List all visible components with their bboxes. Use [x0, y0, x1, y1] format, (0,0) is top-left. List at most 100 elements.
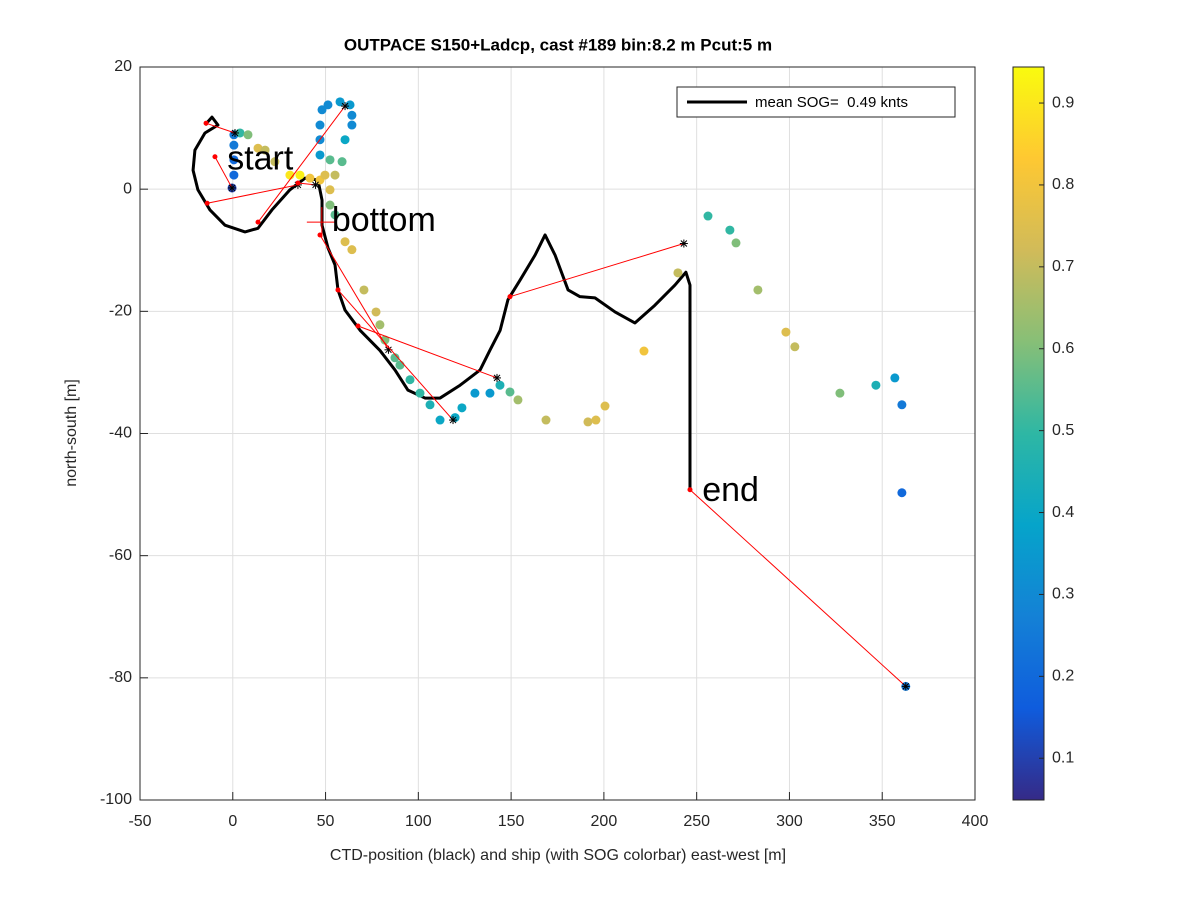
y-axis-label: north-south [m] [63, 379, 80, 487]
x-tick-label: 250 [683, 813, 710, 830]
ship-point [347, 110, 357, 120]
plot-frame [139, 66, 976, 801]
ctd-point [507, 294, 513, 300]
ship-point [673, 268, 683, 278]
y-tick-label: -80 [109, 669, 132, 686]
annotation: bottom [332, 201, 436, 239]
colorbar-tick-label: 0.6 [1052, 340, 1074, 357]
ctd-point [212, 154, 218, 160]
ship-point [330, 210, 340, 220]
y-tick-label: -100 [100, 791, 132, 808]
y-tick-label: -60 [109, 547, 132, 564]
ship-point [591, 415, 601, 425]
ship-point [435, 415, 445, 425]
ship-point [583, 417, 593, 427]
ship-point [347, 120, 357, 130]
colorbar [1012, 66, 1045, 801]
asterisk-stroke [449, 416, 457, 424]
ship-point [320, 170, 330, 180]
annotation: end [702, 471, 759, 509]
ship-point [229, 170, 239, 180]
ctd-point [317, 232, 323, 238]
ship-point [323, 100, 333, 110]
colorbar-tick-label: 0.2 [1052, 668, 1074, 685]
ctd-point [203, 120, 209, 126]
ship-asterisk [228, 183, 237, 192]
ship-point [359, 285, 369, 295]
colorbar-tick-label: 0.9 [1052, 94, 1074, 111]
annotation: start [227, 139, 294, 177]
ship-point [380, 335, 390, 345]
ship-point [835, 388, 845, 398]
ship-point [340, 135, 350, 145]
ship-point [790, 342, 800, 352]
ship-point [513, 395, 523, 405]
ctd-ship-link [207, 184, 299, 204]
ship-point [371, 307, 381, 317]
ship-point [890, 373, 900, 383]
ctd-point [687, 487, 693, 493]
x-tick-label: 0 [228, 813, 237, 830]
ship-point [485, 388, 495, 398]
ship-asterisk [311, 180, 320, 189]
x-tick-label: 100 [405, 813, 432, 830]
ship-point [317, 105, 327, 115]
x-tick-label: 200 [591, 813, 618, 830]
ctd-ship-link [214, 156, 233, 189]
ctd-ship-link [509, 243, 685, 298]
x-tick-label: 350 [869, 813, 896, 830]
ship-asterisk [679, 239, 688, 248]
asterisk-stroke [385, 346, 392, 354]
asterisk-stroke [341, 102, 349, 110]
ship-point [253, 143, 263, 153]
ship-point [325, 185, 335, 195]
ship-point [405, 375, 415, 385]
ship-asterisk [493, 373, 502, 382]
ship-point [375, 320, 385, 330]
ship-point [337, 157, 347, 167]
ship-point [495, 380, 505, 390]
ship-point [781, 327, 791, 337]
ship-point [260, 145, 270, 155]
ship-point [340, 237, 350, 247]
ctd-point [255, 219, 261, 225]
ship-point [229, 140, 239, 150]
ship-point [753, 285, 763, 295]
asterisk-stroke [493, 374, 501, 382]
y-tick-label: -40 [109, 425, 132, 442]
ship-point [731, 238, 741, 248]
x-tick-label: 50 [317, 813, 335, 830]
ship-point [335, 97, 345, 107]
ship-point [229, 155, 239, 165]
ship-point [897, 400, 907, 410]
ship-point [425, 400, 435, 410]
ship-point [325, 155, 335, 165]
y-tick-label: 20 [114, 58, 132, 75]
ship-point [305, 173, 315, 183]
ctd-ship-link [357, 325, 498, 379]
ship-point [390, 353, 400, 363]
ship-point [871, 380, 881, 390]
ctd-point [295, 180, 301, 186]
y-tick-label: -20 [109, 303, 132, 320]
ship-point [639, 346, 649, 356]
ctd-point [204, 200, 210, 206]
x-tick-label: 300 [776, 813, 803, 830]
asterisk-stroke [680, 240, 688, 247]
ctd-ship-link [257, 105, 346, 223]
y-tick-label: 0 [123, 180, 132, 197]
colorbar-tick-label: 0.4 [1052, 504, 1074, 521]
ctd-ship-link [319, 234, 389, 351]
ship-point [600, 401, 610, 411]
ship-asterisk [901, 682, 910, 691]
ship-point [345, 100, 355, 110]
ship-point [243, 130, 253, 140]
x-tick-label: 150 [498, 813, 525, 830]
x-tick-label: 400 [962, 813, 989, 830]
ship-point [457, 403, 467, 413]
ship-point [315, 120, 325, 130]
ctd-ship-link [205, 122, 236, 134]
chart-title: OUTPACE S150+Ladcp, cast #189 bin:8.2 m … [344, 35, 772, 54]
ship-point [415, 388, 425, 398]
